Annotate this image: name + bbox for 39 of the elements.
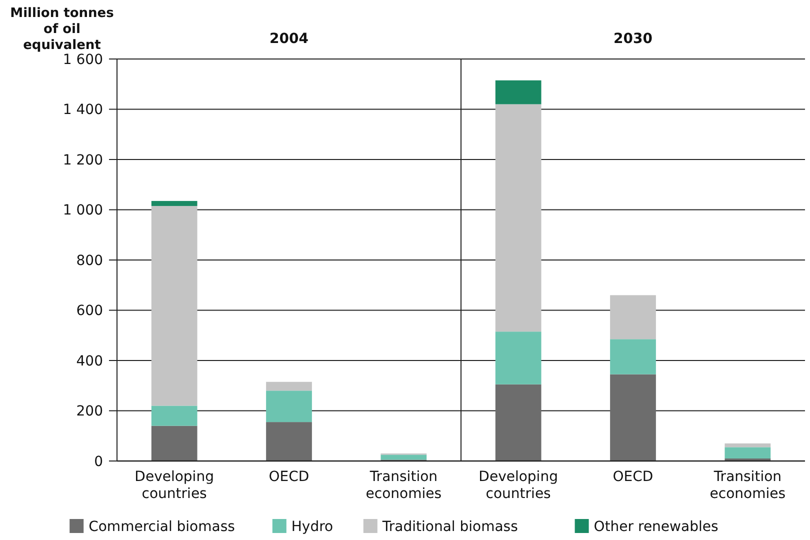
y-tick-label: 400 [76,353,103,370]
bar [495,80,542,104]
bar [151,426,198,461]
bar [495,384,542,461]
bar [151,206,198,406]
y-axis-title: Million tonnes of oil equivalent [10,6,114,53]
bar [266,390,312,422]
y-tick-label: 0 [94,454,103,470]
legend-label: Commercial biomass [88,518,235,535]
bar [610,295,656,340]
bar [610,339,656,374]
bar [151,406,198,426]
y-tick-label: 1 600 [62,52,103,68]
x-tick-label: OECD [612,469,654,485]
bar [495,332,542,384]
bar [724,447,771,458]
bar [266,382,312,391]
x-tick-label: OECD [268,469,310,485]
bar [495,104,542,332]
legend-label: Other renewables [594,518,718,535]
bar [724,443,771,448]
y-tick-label: 200 [76,404,103,420]
bar [151,200,198,206]
bar [380,454,427,460]
bar [266,422,312,461]
y-tick-label: 600 [76,303,103,320]
y-tick-label: 1 200 [62,152,103,168]
legend-label: Hydro [291,518,334,535]
bar [610,374,656,461]
y-tick-label: 1 400 [62,102,103,118]
y-tick-label: 1 000 [62,202,103,219]
chart-title: 2030 [614,31,653,47]
legend-label: Traditional biomass [381,518,518,535]
x-tick-label: Developing countries [478,469,558,502]
x-tick-label: Developing countries [134,469,214,502]
y-tick-label: 800 [76,252,103,269]
chart-title: 2004 [270,31,309,47]
x-tick-label: Transition economies [710,469,786,502]
x-tick-label: Transition economies [366,469,442,502]
